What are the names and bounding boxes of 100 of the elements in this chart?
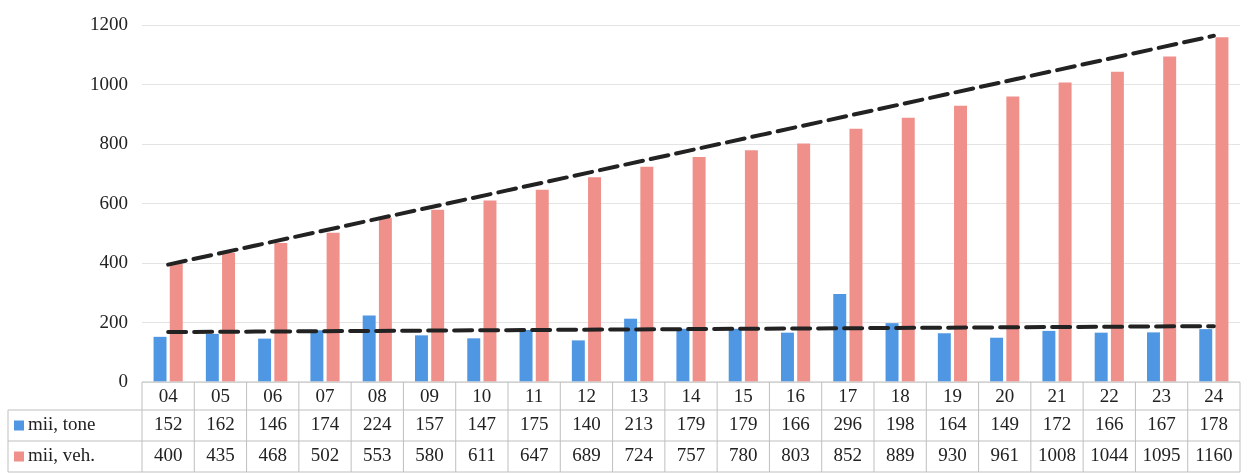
bar bbox=[535, 189, 549, 382]
bar bbox=[310, 330, 324, 382]
x-tick-label: 19 bbox=[942, 385, 962, 407]
x-tick-label: 14 bbox=[681, 385, 701, 407]
data-label: 146 bbox=[258, 413, 287, 435]
bar bbox=[571, 340, 585, 382]
data-label: 162 bbox=[206, 413, 235, 435]
x-tick-label: 05 bbox=[210, 385, 230, 407]
data-label: 179 bbox=[676, 413, 706, 435]
bar bbox=[1163, 56, 1177, 382]
data-label: 172 bbox=[1042, 413, 1072, 435]
data-label: 961 bbox=[990, 444, 1019, 466]
data-label: 580 bbox=[415, 444, 444, 466]
data-label: 724 bbox=[624, 444, 654, 466]
x-tick-label: 12 bbox=[576, 385, 596, 407]
data-label: 166 bbox=[781, 413, 810, 435]
bar bbox=[885, 323, 899, 382]
data-label: 140 bbox=[572, 413, 601, 435]
data-label: 149 bbox=[990, 413, 1019, 435]
data-label: 468 bbox=[258, 444, 287, 466]
y-tick-label: 600 bbox=[99, 191, 128, 213]
data-label: 178 bbox=[1199, 413, 1229, 435]
data-label: 224 bbox=[363, 413, 393, 435]
y-tick-label: 200 bbox=[99, 310, 128, 332]
x-tick-label: 04 bbox=[158, 385, 179, 407]
bar bbox=[169, 263, 183, 382]
bar bbox=[1058, 82, 1072, 382]
data-label: 175 bbox=[519, 413, 549, 435]
data-label: 757 bbox=[676, 444, 706, 466]
data-label: 167 bbox=[1147, 413, 1176, 435]
bar bbox=[1094, 332, 1108, 382]
data-label: 611 bbox=[467, 444, 496, 466]
x-tick-label: 07 bbox=[315, 385, 335, 407]
data-label: 400 bbox=[153, 444, 183, 466]
data-label: 174 bbox=[310, 413, 340, 435]
data-label: 647 bbox=[519, 444, 549, 466]
legend-label: mii, tone bbox=[28, 413, 96, 435]
data-label: 166 bbox=[1095, 413, 1124, 435]
bar bbox=[990, 337, 1004, 382]
x-tick-label: 10 bbox=[472, 385, 492, 407]
bar bbox=[797, 143, 811, 382]
x-tick-label: 16 bbox=[786, 385, 806, 407]
data-label: 164 bbox=[938, 413, 968, 435]
bar bbox=[362, 315, 376, 382]
bar bbox=[640, 166, 654, 382]
bar bbox=[692, 157, 706, 382]
bar bbox=[937, 333, 951, 382]
data-label: 147 bbox=[467, 413, 497, 435]
y-tick-label: 800 bbox=[99, 132, 128, 154]
data-label: 1160 bbox=[1195, 444, 1233, 466]
bar bbox=[676, 328, 690, 382]
bar bbox=[849, 128, 863, 382]
bar bbox=[833, 294, 847, 382]
bar bbox=[222, 252, 236, 382]
x-tick-label: 08 bbox=[367, 385, 387, 407]
x-tick-label: 06 bbox=[263, 385, 283, 407]
data-label: 553 bbox=[363, 444, 392, 466]
x-tick-label: 11 bbox=[524, 385, 544, 407]
data-label: 1008 bbox=[1038, 444, 1076, 466]
data-label: 198 bbox=[885, 413, 915, 435]
x-tick-label: 09 bbox=[420, 385, 440, 407]
x-tick-label: 23 bbox=[1152, 385, 1172, 407]
bar bbox=[1199, 329, 1213, 382]
bar bbox=[1215, 37, 1229, 382]
data-label: 1095 bbox=[1142, 444, 1181, 466]
bar bbox=[1006, 96, 1020, 382]
y-tick-label: 1000 bbox=[90, 72, 128, 94]
bar bbox=[901, 117, 915, 382]
bar bbox=[258, 338, 272, 382]
bar bbox=[728, 328, 742, 382]
y-tick-label: 1200 bbox=[90, 13, 128, 35]
bar bbox=[1146, 332, 1160, 382]
legend-label: mii, veh. bbox=[28, 444, 96, 466]
data-label: 213 bbox=[624, 413, 653, 435]
x-tick-label: 17 bbox=[838, 385, 858, 407]
bar bbox=[274, 242, 288, 382]
y-tick-label: 0 bbox=[118, 369, 128, 391]
x-tick-label: 22 bbox=[1099, 385, 1119, 407]
x-tick-label: 13 bbox=[629, 385, 649, 407]
bar bbox=[519, 330, 533, 382]
data-label: 689 bbox=[572, 444, 601, 466]
bar bbox=[588, 177, 602, 382]
bar bbox=[744, 150, 758, 382]
x-tick-label: 24 bbox=[1204, 385, 1224, 407]
bar bbox=[954, 105, 968, 382]
y-tick-label: 400 bbox=[99, 251, 128, 273]
data-label: 930 bbox=[938, 444, 967, 466]
data-label: 889 bbox=[885, 444, 915, 466]
data-label: 435 bbox=[206, 444, 235, 466]
data-label: 152 bbox=[153, 413, 183, 435]
x-tick-label: 15 bbox=[733, 385, 753, 407]
x-tick-label: 20 bbox=[995, 385, 1015, 407]
data-label: 803 bbox=[781, 444, 810, 466]
bar bbox=[467, 338, 481, 382]
bar bbox=[1110, 71, 1124, 382]
bar bbox=[431, 209, 445, 382]
bar bbox=[414, 335, 428, 382]
bar bbox=[153, 336, 167, 382]
bar bbox=[780, 332, 794, 382]
data-label: 852 bbox=[833, 444, 863, 466]
